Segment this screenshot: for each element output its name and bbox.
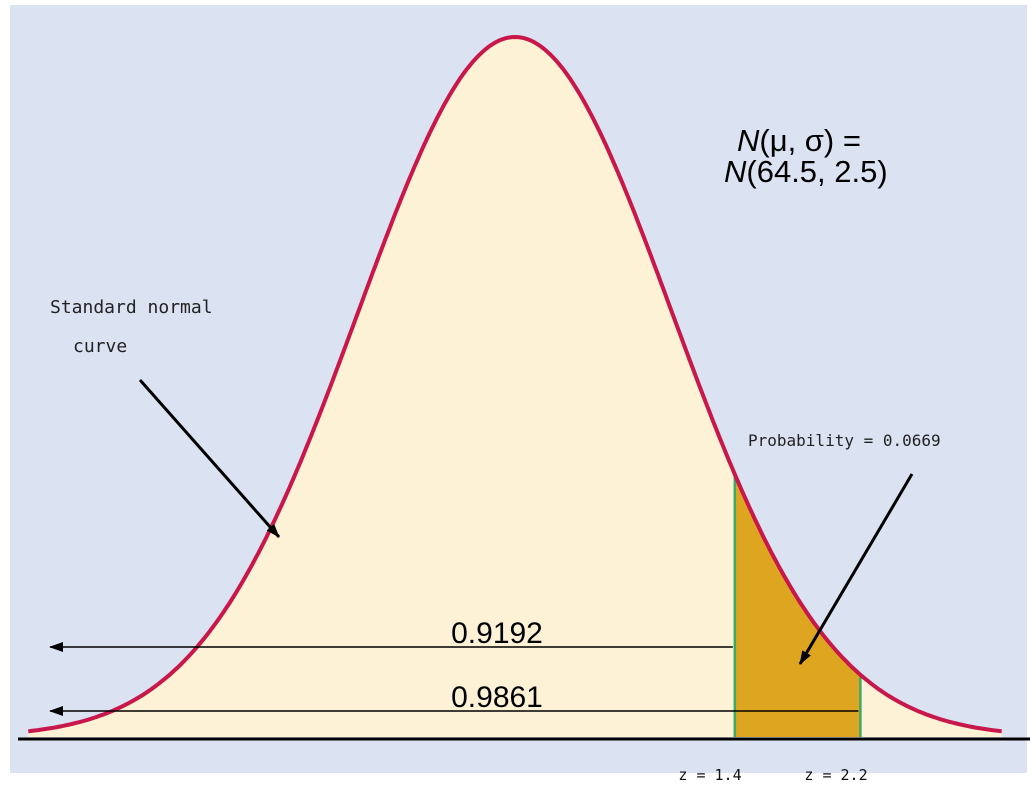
z-label-1-4: z = 1.4 xyxy=(678,766,741,784)
cumulative-value-1: 0.9192 xyxy=(451,617,543,650)
distribution-label-line1: N(μ, σ) = xyxy=(737,123,861,158)
z-label-2-2: z = 2.2 xyxy=(804,766,867,784)
shaded-probability-region xyxy=(734,474,861,737)
probability-pointer-arrow xyxy=(798,473,914,665)
normal-density-curve xyxy=(28,34,1002,734)
cumulative-value-2: 0.9861 xyxy=(451,681,543,714)
probability-label: Probability = 0.0669 xyxy=(748,431,941,450)
standard-normal-label-line2: curve xyxy=(73,336,127,357)
standard-normal-label-line1: Standard normal xyxy=(50,297,213,318)
curve-pointer-arrow xyxy=(138,379,281,538)
distribution-label-line2: N(64.5, 2.5) xyxy=(724,154,888,189)
